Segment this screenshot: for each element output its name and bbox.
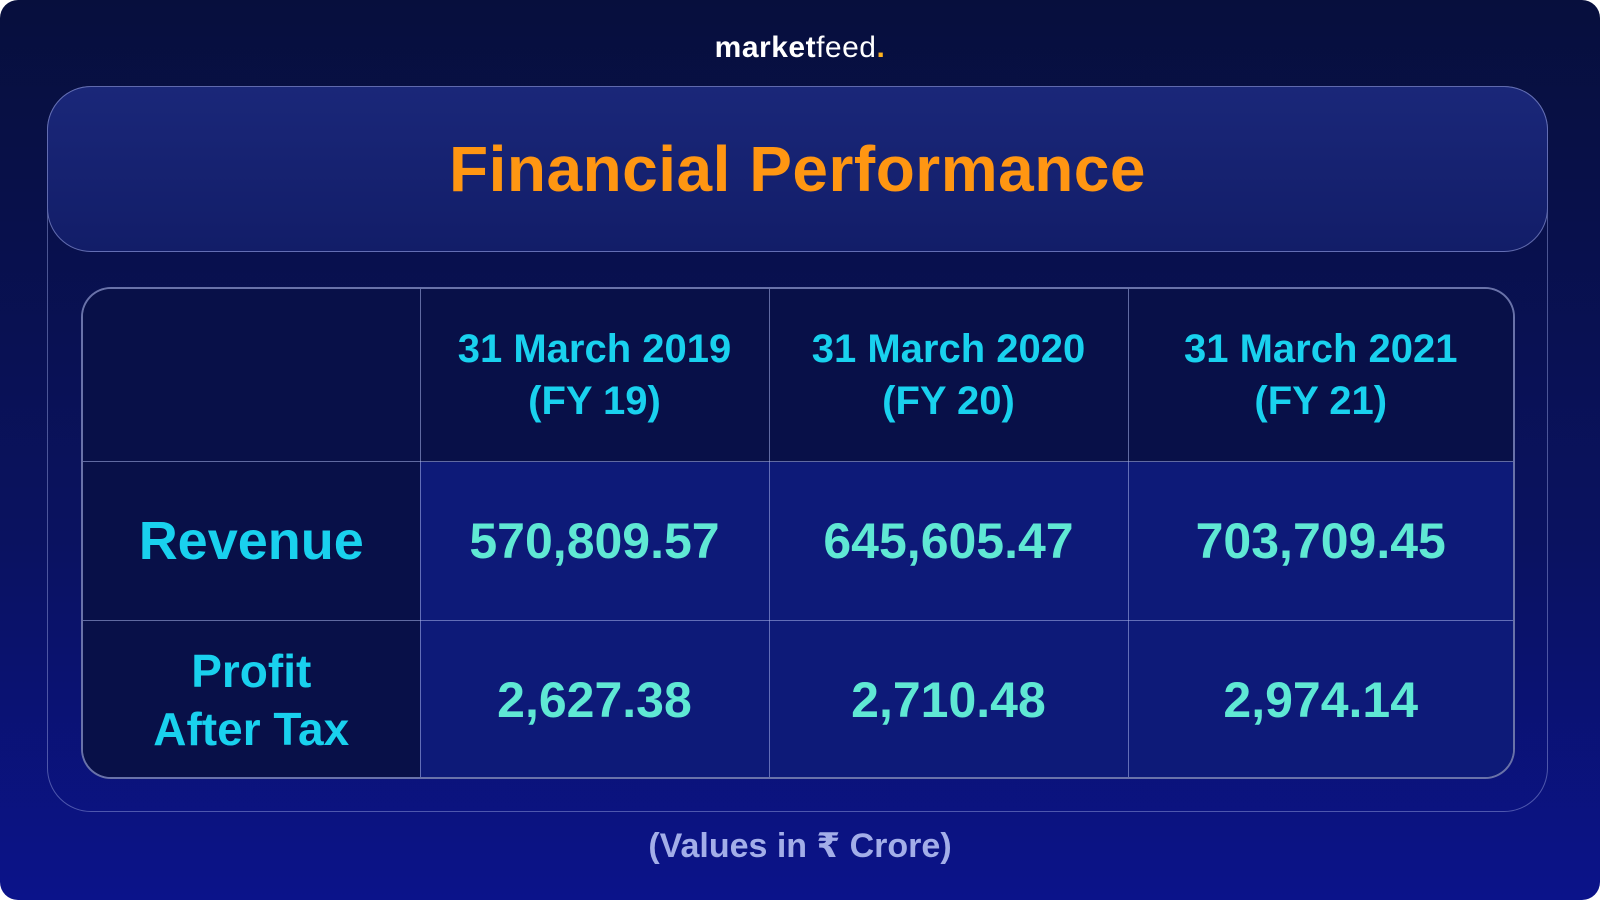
page-title: Financial Performance: [449, 133, 1146, 205]
column-header-fy: (FY 20): [882, 379, 1015, 423]
footnote: (Values in ₹ Crore): [648, 827, 952, 865]
table-cell: 703,709.45: [1127, 461, 1513, 621]
table-cell: 570,809.57: [419, 461, 770, 621]
cell-value: 570,809.57: [469, 513, 720, 569]
table-corner-cell: [83, 289, 421, 462]
table-cell: 645,605.47: [768, 461, 1129, 621]
table-cell: 2,627.38: [419, 620, 770, 777]
table-cell: 2,710.48: [768, 620, 1129, 777]
financial-table-grid: 31 March 2019 (FY 19) 31 March 2020 (FY …: [83, 289, 1513, 777]
row-label-text: Revenue: [138, 511, 364, 571]
brand-logo-part2: feed: [816, 31, 877, 64]
cell-value: 703,709.45: [1195, 513, 1446, 569]
column-header-fy: (FY 21): [1254, 379, 1388, 423]
table-cell: 2,974.14: [1127, 620, 1513, 777]
table-row-profit-after-tax: Profit After Tax 2,627.38 2,710.48 2,974…: [83, 620, 1513, 777]
row-label-revenue: Revenue: [83, 461, 421, 621]
column-header-date: 31 March 2020: [811, 327, 1086, 371]
brand-logo: marketfeed.: [0, 28, 1600, 68]
column-header-fy19: 31 March 2019 (FY 19): [419, 289, 770, 462]
financial-table: 31 March 2019 (FY 19) 31 March 2020 (FY …: [81, 287, 1515, 779]
row-label-profit-after-tax: Profit After Tax: [83, 620, 421, 777]
cell-value: 2,974.14: [1223, 672, 1419, 728]
column-header-fy21: 31 March 2021 (FY 21): [1127, 289, 1513, 462]
row-label-text-line1: Profit: [191, 645, 312, 697]
brand-logo-dot: .: [876, 31, 886, 64]
cell-value: 2,627.38: [497, 672, 692, 728]
column-header-fy: (FY 19): [528, 379, 661, 423]
brand-logo-part1: market: [714, 31, 817, 64]
column-header-fy20: 31 March 2020 (FY 20): [768, 289, 1129, 462]
table-header-row: 31 March 2019 (FY 19) 31 March 2020 (FY …: [83, 289, 1513, 462]
title-band: Financial Performance: [47, 86, 1548, 252]
cell-value: 645,605.47: [823, 513, 1074, 569]
cell-value: 2,710.48: [851, 672, 1046, 728]
column-header-date: 31 March 2021: [1183, 327, 1458, 371]
column-header-date: 31 March 2019: [457, 327, 732, 371]
table-row-revenue: Revenue 570,809.57 645,605.47 703,709.45: [83, 461, 1513, 621]
row-label-text-line2: After Tax: [153, 703, 350, 755]
